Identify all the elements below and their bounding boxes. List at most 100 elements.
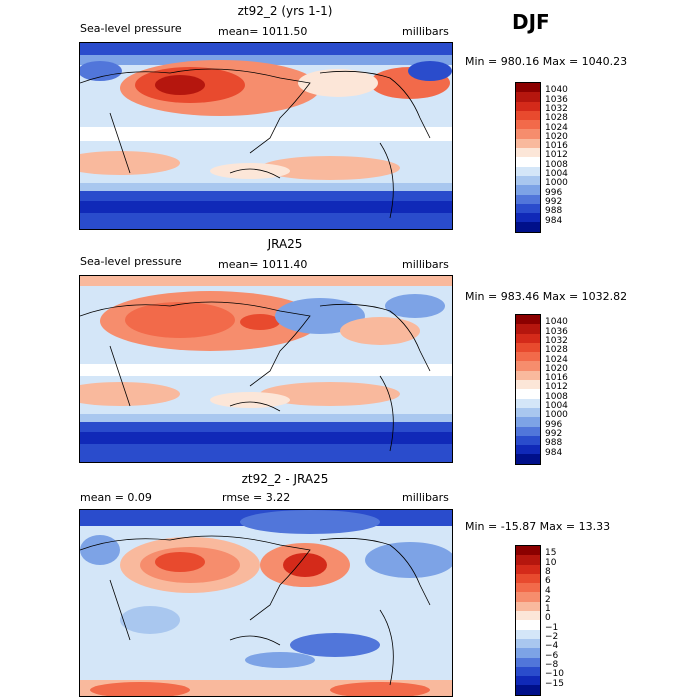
legend-tick-label: 1040 [545,85,568,96]
legend-swatch [516,454,540,464]
legend-tick-label: 1040 [545,317,568,328]
legend-swatch [516,138,540,149]
panel2-variable-label: Sea-level pressure [80,255,182,268]
legend-tick-label: 984 [545,215,563,226]
legend-tick-label: 1012 [545,382,568,393]
legend-tick-label: 1016 [545,141,568,152]
panel3-range-label: Min = -15.87 Max = 13.33 [465,520,611,533]
panel1-range-label: Min = 980.16 Max = 1040.23 [465,55,628,68]
panel3-rmse-label: rmse = 3.22 [222,491,291,504]
legend-tick-label: 996 [545,187,563,198]
legend-tick-label: −2 [545,632,559,642]
legend-tick-label: 10 [545,557,557,568]
legend-swatch [516,324,540,334]
legend-tick-label: −8 [545,659,559,670]
legend-tick-label: 1024 [545,122,568,133]
panel2-mean-label: mean= 1011.40 [218,258,308,271]
legend-swatch [516,92,540,102]
legend-swatch [516,148,540,158]
legend-swatch [516,546,540,556]
legend-swatch [516,175,540,186]
legend-swatch [516,657,540,667]
legend-swatch [516,573,540,584]
legend-swatch [516,435,540,446]
legend-tick-label: 15 [545,548,557,559]
legend-tick-label: −10 [545,669,564,680]
legend-swatch [516,213,540,223]
legend-swatch [516,120,540,130]
legend-tick-label: 1028 [545,113,568,124]
legend-swatch [516,611,540,621]
panel3-units-label: millibars [402,491,449,504]
legend-tick-label: −4 [545,641,559,652]
panel2-color-legend [515,314,541,465]
legend-tick-label: 1000 [545,178,568,189]
legend-swatch [516,222,540,232]
legend-swatch [516,203,540,214]
legend-swatch [516,417,540,427]
panel2-title: JRA25 [267,237,303,251]
legend-swatch [516,370,540,381]
legend-tick-label: 1036 [545,326,568,337]
legend-tick-label: 1008 [545,159,568,170]
legend-swatch [516,194,540,204]
legend-tick-label: 1004 [545,169,568,179]
legend-swatch [516,342,540,353]
legend-tick-label: −15 [545,678,564,689]
legend-swatch [516,166,540,176]
panel3-legend-swatches [516,546,540,695]
panel1-variable-label: Sea-level pressure [80,22,182,35]
panel2-units-label: millibars [402,258,449,271]
legend-tick-label: −6 [545,650,559,661]
legend-swatch [516,666,540,677]
legend-tick-label: 1036 [545,94,568,105]
legend-swatch [516,601,540,612]
legend-swatch [516,83,540,93]
legend-swatch [516,555,540,565]
legend-tick-label: 0 [545,613,551,624]
panel1-legend-swatches [516,83,540,232]
legend-tick-label: −1 [545,622,559,633]
panel1-slp-field [80,43,452,229]
legend-swatch [516,685,540,695]
panel3-map [79,509,453,697]
legend-swatch [516,380,540,390]
legend-swatch [516,398,540,408]
panel1-units-label: millibars [402,25,449,38]
legend-tick-label: 1032 [545,103,568,114]
legend-swatch [516,426,540,436]
legend-tick-label: 1016 [545,373,568,384]
panel3-color-legend [515,545,541,696]
legend-swatch [516,407,540,418]
panel2-map [79,275,453,463]
legend-swatch [516,638,540,649]
panel3-difference-field [80,510,452,696]
legend-tick-label: 6 [545,576,551,587]
panel2-slp-field [80,276,452,462]
panel2-range-label: Min = 983.46 Max = 1032.82 [465,290,628,303]
legend-tick-label: 8 [545,566,551,577]
legend-tick-label: 992 [545,428,563,439]
legend-swatch [516,648,540,658]
legend-tick-label: 996 [545,419,563,430]
legend-tick-label: 992 [545,196,563,207]
legend-swatch [516,620,540,630]
legend-tick-label: 1032 [545,335,568,346]
legend-tick-label: 1004 [545,401,568,411]
legend-tick-label: 1020 [545,131,568,142]
legend-swatch [516,361,540,371]
legend-tick-label: 1008 [545,391,568,402]
legend-tick-label: 4 [545,585,551,596]
legend-tick-label: 1 [545,604,551,615]
legend-tick-label: 1012 [545,150,568,161]
legend-swatch [516,315,540,325]
panel1-mean-label: mean= 1011.50 [218,25,308,38]
legend-swatch [516,445,540,455]
legend-tick-label: 988 [545,206,563,217]
legend-swatch [516,676,540,686]
legend-swatch [516,185,540,195]
legend-swatch [516,564,540,574]
legend-tick-label: 988 [545,438,563,449]
legend-tick-label: 2 [545,594,551,605]
legend-swatch [516,129,540,139]
